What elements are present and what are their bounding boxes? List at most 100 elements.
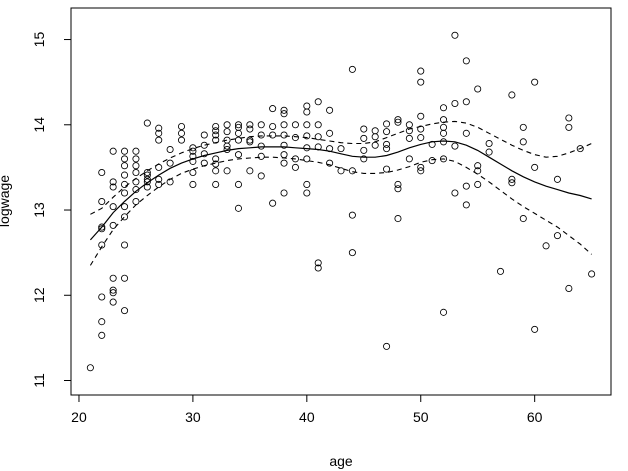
data-point — [223, 136, 231, 144]
data-point — [440, 116, 448, 124]
data-point — [553, 232, 561, 240]
data-point — [212, 167, 220, 175]
data-point — [303, 132, 311, 140]
data-point — [303, 144, 311, 152]
data-point — [212, 180, 220, 188]
data-point — [451, 99, 459, 107]
data-point — [291, 134, 299, 142]
data-point — [280, 159, 288, 167]
data-point — [451, 142, 459, 150]
data-point — [417, 134, 425, 142]
y-axis: 11 12 13 14 15 — [31, 32, 71, 388]
data-point — [234, 204, 242, 212]
data-point — [246, 121, 254, 129]
data-point — [257, 142, 265, 150]
data-point — [166, 159, 174, 167]
data-point — [565, 114, 573, 122]
data-point — [98, 168, 106, 177]
data-point — [440, 123, 448, 131]
data-point — [280, 110, 288, 118]
data-point — [280, 121, 288, 129]
data-point — [360, 146, 368, 154]
upper-band-line — [90, 120, 592, 215]
data-point — [508, 175, 516, 183]
x-tick-label: 60 — [527, 409, 543, 425]
data-point — [417, 67, 425, 75]
data-point — [553, 175, 561, 183]
data-point — [121, 171, 129, 179]
data-point — [314, 133, 322, 141]
data-point — [428, 157, 436, 165]
data-point — [348, 211, 356, 219]
data-point — [98, 223, 106, 231]
data-point — [485, 148, 493, 156]
y-tick-label: 11 — [31, 373, 47, 388]
y-tick-label: 13 — [31, 202, 47, 218]
data-point — [303, 121, 311, 129]
data-point — [177, 136, 186, 144]
data-point — [462, 129, 470, 137]
data-point — [360, 155, 368, 163]
data-point — [109, 289, 117, 297]
data-point — [348, 167, 356, 175]
data-point — [303, 155, 311, 163]
data-point — [565, 123, 573, 131]
data-point — [109, 178, 117, 186]
data-point — [269, 122, 277, 131]
plot-frame — [70, 7, 612, 396]
data-point — [326, 159, 334, 167]
data-point — [519, 138, 527, 146]
data-point — [280, 106, 288, 114]
data-point — [121, 241, 129, 249]
data-point — [519, 123, 527, 131]
data-point — [269, 105, 277, 113]
data-point — [280, 189, 288, 197]
data-point — [143, 178, 151, 186]
data-point — [383, 145, 391, 153]
data-point — [109, 147, 117, 155]
data-point — [132, 155, 140, 163]
data-point — [234, 151, 242, 159]
data-point — [383, 140, 391, 148]
data-point — [234, 123, 242, 131]
data-point — [588, 270, 596, 278]
data-point — [348, 249, 356, 257]
data-point — [405, 134, 413, 142]
data-point — [303, 108, 311, 116]
data-point — [360, 134, 368, 142]
data-point — [257, 131, 265, 139]
data-point — [234, 121, 242, 129]
data-point — [303, 189, 311, 197]
data-point — [132, 197, 140, 206]
data-point — [314, 264, 322, 272]
data-point — [394, 116, 402, 124]
data-point — [417, 167, 425, 175]
data-point — [394, 118, 402, 126]
data-point — [98, 197, 106, 206]
data-point — [155, 136, 163, 144]
data-point — [371, 127, 379, 135]
data-point — [291, 163, 299, 171]
data-point — [314, 121, 322, 129]
data-point — [257, 172, 265, 180]
x-tick-label: 30 — [185, 409, 201, 425]
data-point — [98, 331, 106, 339]
data-point — [576, 145, 584, 153]
data-point — [109, 183, 117, 191]
data-point — [451, 189, 459, 197]
data-point — [143, 119, 151, 127]
x-axis-label: age — [329, 453, 353, 469]
data-point — [166, 145, 174, 154]
data-point — [383, 342, 391, 350]
data-point — [462, 98, 470, 106]
data-point — [394, 180, 402, 188]
data-point — [223, 128, 231, 136]
data-point — [98, 293, 106, 301]
data-point — [200, 141, 208, 149]
data-point — [291, 121, 299, 129]
data-point — [121, 203, 129, 211]
data-point — [109, 298, 117, 306]
data-point — [189, 180, 197, 188]
data-point — [531, 163, 539, 171]
data-point — [86, 364, 94, 372]
